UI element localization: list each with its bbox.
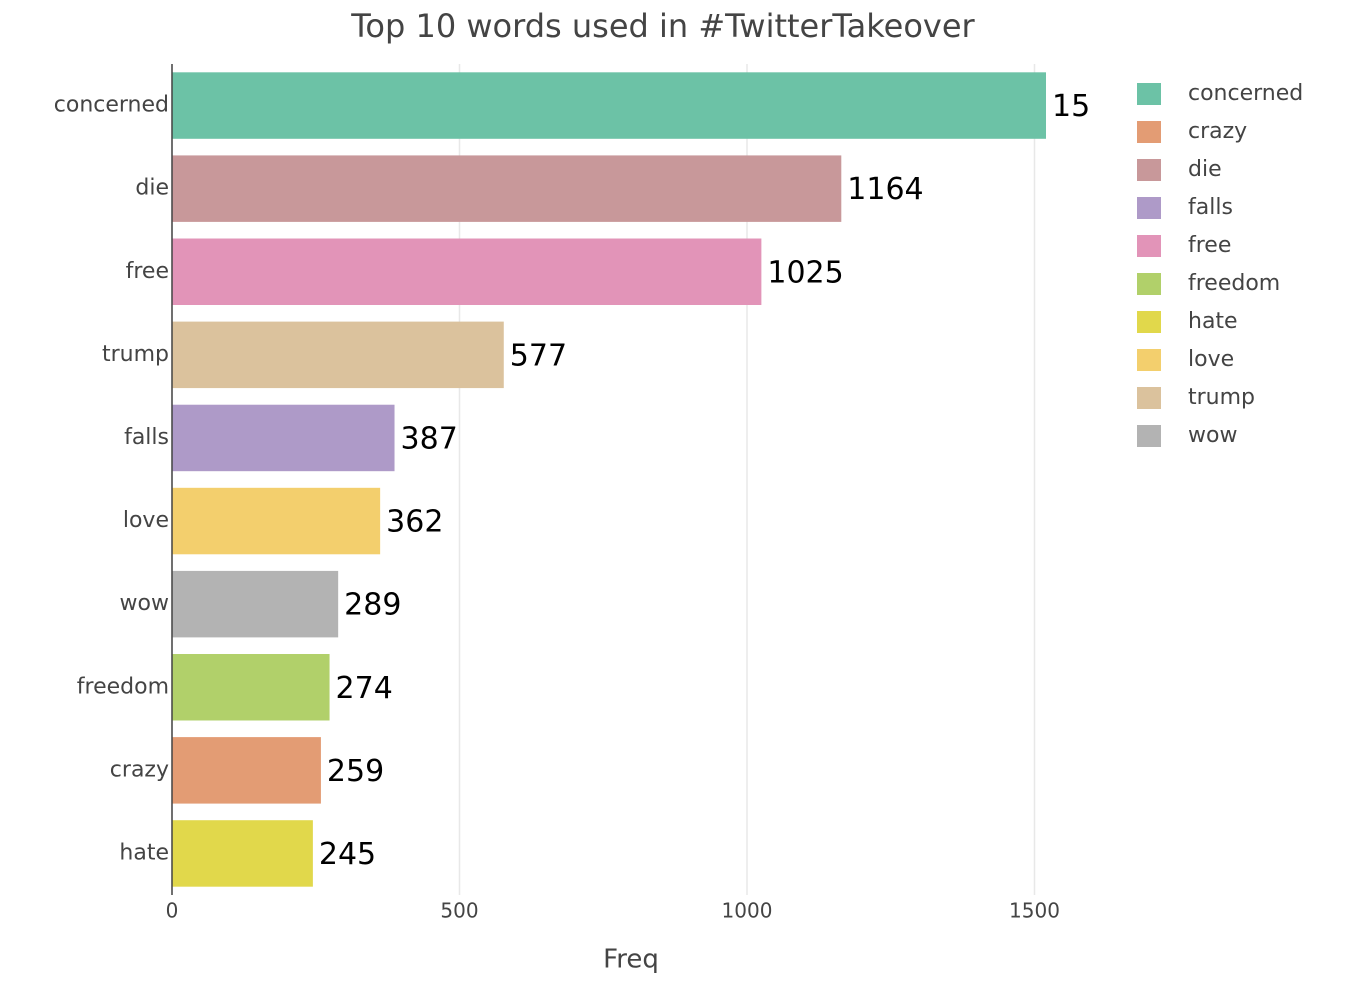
legend-swatch (1137, 311, 1161, 333)
y-tick-label: trump (102, 342, 169, 367)
legend-swatch (1137, 387, 1161, 409)
bar (172, 737, 321, 804)
x-tick-label: 1000 (722, 899, 773, 923)
legend-swatch (1137, 349, 1161, 371)
y-tick-label: freedom (77, 674, 169, 699)
bar (172, 654, 330, 721)
data-label: 259 (327, 754, 384, 789)
legend-swatch (1137, 425, 1161, 447)
data-label: 387 (401, 421, 458, 456)
legend-label: wow (1188, 423, 1237, 448)
data-label: 1520 (1052, 89, 1128, 124)
legend-label: falls (1188, 195, 1233, 220)
bar (172, 72, 1046, 139)
data-label: 245 (319, 837, 376, 872)
data-label: 1164 (847, 172, 923, 207)
bar (172, 321, 504, 389)
data-label: 289 (344, 588, 401, 623)
bar (172, 155, 842, 222)
x-tick-label: 1500 (1009, 899, 1060, 923)
bar (172, 238, 762, 305)
data-label: 274 (336, 671, 393, 706)
data-label: 1025 (767, 255, 843, 290)
legend-label: die (1188, 157, 1222, 182)
legend-swatch (1137, 235, 1161, 257)
legend-swatch (1137, 273, 1161, 295)
legend-swatch (1137, 83, 1161, 105)
y-tick-label: crazy (110, 757, 169, 782)
bar (172, 487, 381, 555)
legend-label: love (1188, 347, 1234, 372)
y-tick-label: hate (119, 840, 169, 865)
y-tick-label: die (135, 176, 169, 201)
y-tick-label: falls (124, 425, 169, 450)
legend-label: freedom (1188, 271, 1280, 296)
x-tick-label: 0 (166, 899, 179, 923)
data-label: 577 (510, 338, 567, 373)
legend-label: concerned (1188, 81, 1303, 106)
bar (172, 404, 395, 472)
bar (172, 820, 313, 887)
legend-swatch (1137, 121, 1161, 143)
legend-swatch (1137, 197, 1161, 219)
y-tick-label: love (123, 508, 169, 533)
legend-label: free (1188, 233, 1231, 258)
legend-label: crazy (1188, 119, 1247, 144)
bar (172, 570, 339, 638)
y-tick-label: free (126, 259, 169, 284)
chart-title: Top 10 words used in #TwitterTakeover (350, 7, 975, 45)
legend-label: hate (1188, 309, 1238, 334)
legend-swatch (1137, 159, 1161, 181)
y-tick-label: concerned (54, 93, 169, 118)
x-tick-label: 500 (440, 899, 478, 923)
x-axis-label: Freq (603, 945, 659, 975)
legend-label: trump (1188, 385, 1255, 410)
y-tick-label: wow (120, 591, 169, 616)
data-label: 362 (386, 505, 443, 540)
